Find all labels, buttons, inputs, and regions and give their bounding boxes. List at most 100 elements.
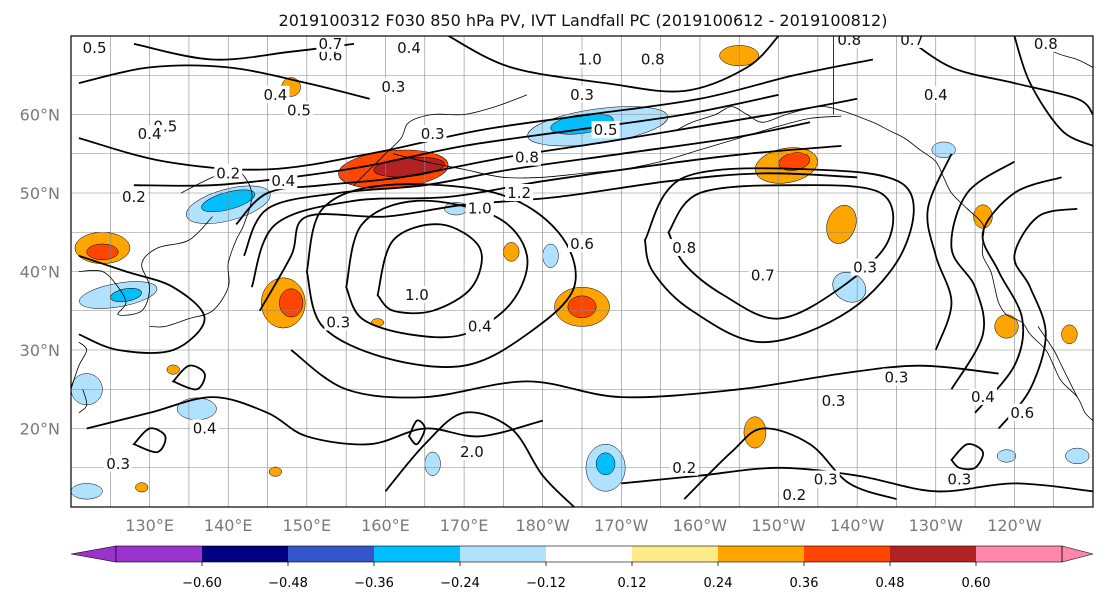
ivt-contour [376, 223, 483, 315]
contour-label-bg [269, 172, 298, 190]
contour-label-bg [1008, 403, 1037, 421]
map-title: 2019100312 F030 850 hPa PV, IVT Landfall… [279, 11, 888, 30]
longitude-label: 130°W [909, 516, 964, 535]
colorbar-segment [890, 546, 977, 562]
pv-patch [542, 243, 559, 268]
contour-label: 0.4 [193, 420, 217, 438]
colorbar-tick-label: −0.36 [354, 576, 394, 591]
colorbar-tick-label: −0.60 [182, 576, 222, 591]
contour-label-bg [512, 148, 541, 166]
contour-label-bg [104, 454, 133, 472]
contour-label: 0.6 [570, 235, 594, 253]
colorbar [70, 545, 1094, 563]
contour-label-bg [1031, 36, 1060, 52]
longitude-label: 160°W [673, 516, 728, 535]
pv-patch [931, 141, 956, 158]
contour-label-bg [505, 184, 534, 201]
contour-label-bg [379, 78, 408, 96]
ivt-contour [621, 466, 1093, 493]
ivt-contour [171, 364, 206, 391]
contour-label: 0.4 [971, 388, 995, 406]
pv-patch [743, 416, 767, 449]
contour-label: 0.8 [672, 239, 696, 257]
coastline [78, 216, 213, 316]
longitude-label: 150°W [751, 516, 806, 535]
contour-label: 0.3 [381, 78, 405, 96]
longitude-label: 130°E [125, 516, 174, 535]
contour-label-bg [748, 266, 777, 284]
contour-label-bg [119, 187, 148, 205]
contour-label-bg [418, 125, 447, 143]
contour-label-bg [214, 164, 243, 182]
contour-label-bg [780, 486, 809, 504]
pv-patch [503, 242, 520, 262]
contour-label: 2.0 [460, 443, 484, 461]
longitude-labels: 130°E 140°E 150°E 160°E 170°E 180°W 170°W 160°W… [125, 516, 1041, 535]
colorbar-segment [632, 546, 719, 562]
colorbar-segment [718, 546, 805, 562]
ivt-contour [667, 184, 895, 320]
longitude-label: 170°W [594, 516, 649, 535]
colorbar-frame [115, 545, 1063, 563]
contour-label: 0.3 [570, 86, 594, 104]
colorbar-segment [374, 546, 461, 562]
longitude-label: 180°W [516, 516, 571, 535]
contour-label-bg [568, 85, 596, 103]
map-frame [70, 35, 1094, 508]
pv-patch [595, 452, 616, 476]
colorbar-segment [546, 546, 633, 562]
contour-label-bg [465, 199, 494, 217]
contour-label: 0.8 [837, 31, 861, 49]
contour-label-bg [261, 85, 290, 103]
contour-label: 0.5 [594, 121, 618, 139]
contour-label: 0.4 [397, 39, 421, 57]
contour-label-bg [638, 50, 667, 68]
contour-label-bg [568, 235, 596, 253]
longitude-label: 160°E [361, 516, 410, 535]
pv-patch [279, 288, 304, 318]
latitude-label: 30°N [20, 341, 60, 360]
colorbar-segment [804, 546, 891, 562]
contour-label: 0.4 [924, 86, 948, 104]
ivt-contour [290, 349, 999, 399]
map-canvas: 0.5 0.60.7 0.41.0 0.80.8 0.7 0.80.30.40.50.50… [71, 31, 1093, 507]
contour-label-bg [284, 101, 313, 119]
ivt-contour [1013, 36, 1093, 147]
pv-patch [135, 482, 149, 493]
colorbar-segment [460, 546, 547, 562]
contour-label: 0.5 [83, 39, 107, 57]
colorbar-tick-label: 0.12 [618, 576, 647, 591]
coastline [78, 389, 88, 414]
colorbar-tick-label: −0.48 [268, 576, 308, 591]
contour-label: 0.2 [782, 486, 806, 504]
contour-label-bg [316, 36, 345, 52]
contour-label-bg [921, 85, 950, 103]
contour-label: 1.0 [405, 286, 429, 304]
ivt-contour [132, 427, 167, 454]
colorbar-segment [288, 546, 375, 562]
contour-label: 0.3 [885, 368, 909, 386]
contour-label-bg [575, 50, 604, 68]
coastline [1037, 326, 1078, 398]
ivt-contour [643, 167, 915, 344]
longitude-label: 150°E [283, 516, 332, 535]
ivt-contour [133, 94, 779, 187]
ivt-contour [950, 160, 1015, 390]
longitude-label: 140°W [830, 516, 885, 535]
latitude-labels: 20°N 30°N 40°N 50°N 60°N [20, 106, 60, 439]
pv-patch [826, 205, 857, 244]
contour-label: 0.3 [947, 471, 971, 489]
colorbar-segment [976, 546, 1063, 562]
contour-label-bg [811, 470, 840, 488]
contour-label-bg [190, 419, 219, 437]
pv-patch [268, 466, 282, 477]
colorbar-extend-high [1061, 545, 1094, 563]
pv-patch [176, 397, 217, 421]
latitude-label: 40°N [20, 263, 60, 282]
pv-patch [996, 449, 1017, 463]
contour-label-bg [135, 125, 164, 143]
contour-label: 0.4 [468, 317, 492, 335]
ivt-contour [974, 176, 1062, 414]
colorbar-segment [202, 546, 289, 562]
